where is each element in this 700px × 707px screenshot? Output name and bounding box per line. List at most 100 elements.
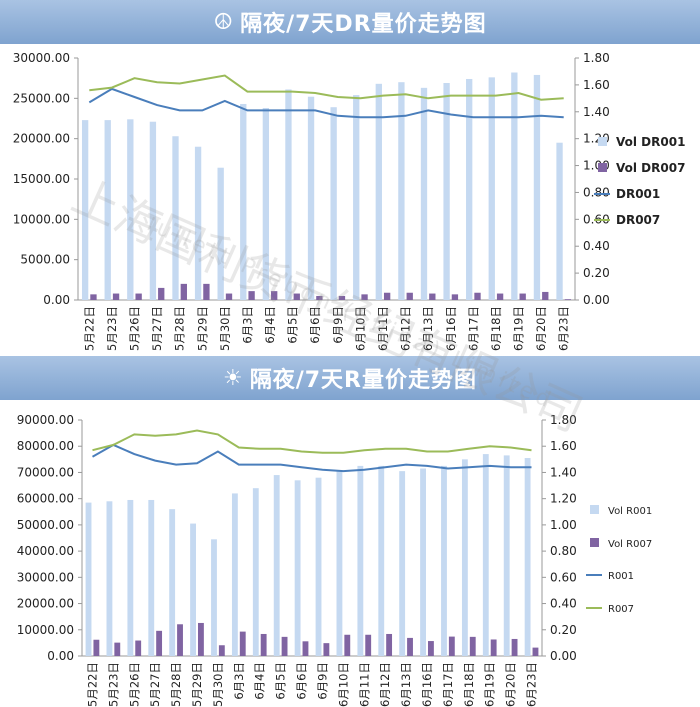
bar-vol-dr007 [406, 292, 413, 300]
y-left-tick-label: 0.00 [43, 293, 70, 307]
r-chart-svg: 0.00 10000.00 20000.00 30000.00 40000.00 5000… [17, 413, 652, 707]
x-tick-label: 5月26日 [127, 306, 141, 351]
y-right-tick-label: 0.20 [550, 623, 577, 637]
bar-vol-r007 [281, 636, 288, 656]
y-right-tick-label: 0.80 [550, 544, 577, 558]
bar-vol-dr007 [316, 295, 323, 300]
bar-vol-dr001 [353, 95, 360, 301]
bar-vol-dr007 [135, 293, 142, 300]
bar-vol-r001 [273, 475, 280, 656]
bar-vol-dr007 [519, 293, 526, 300]
legend-label: Vol R001 [608, 506, 652, 517]
x-tick-label: 6月17日 [466, 306, 480, 351]
bar-vol-dr001 [240, 103, 247, 300]
y-left-tick-label: 20000.00 [17, 597, 74, 611]
legend-label: DR001 [616, 187, 660, 201]
bar-vol-r007 [469, 636, 476, 656]
bar-vol-r007 [532, 647, 539, 656]
chart-title: 隔夜/7天DR量价走势图 [240, 12, 487, 37]
x-tick-label: 6月3日 [232, 662, 246, 700]
bar-vol-dr001 [330, 107, 337, 300]
x-tick-label: 6月10日 [336, 662, 350, 707]
bar-vol-dr001 [172, 136, 179, 300]
peace-icon: ☮ [213, 9, 235, 35]
bar-vol-r007 [260, 633, 267, 656]
bar-vol-r001 [190, 523, 196, 656]
y-right-tick-label: 0.00 [550, 649, 577, 663]
y-left-tick-label: 20000.00 [13, 132, 70, 146]
x-tick-label: 5月27日 [148, 662, 162, 707]
x-tick-label: 6月17日 [441, 662, 455, 707]
bar-vol-r007 [448, 636, 455, 656]
bar-vol-r007 [323, 643, 330, 656]
y-right-tick-label: 1.60 [550, 439, 577, 453]
x-tick-label: 5月22日 [82, 306, 96, 351]
y-left-tick-label: 80000.00 [17, 439, 74, 453]
line-dr007 [89, 74, 564, 101]
line-r001 [92, 443, 532, 473]
x-tick-label: 6月20日 [534, 306, 548, 351]
bar-vol-dr007 [293, 293, 300, 300]
legend-label: DR007 [616, 213, 660, 227]
y-right-tick-label: 1.40 [550, 465, 577, 479]
legend-label: R001 [608, 571, 634, 582]
bar-vol-r007 [93, 639, 100, 656]
bar-vol-dr007 [90, 294, 97, 300]
x-tick-label: 6月18日 [489, 306, 503, 351]
bar-vol-r001 [461, 459, 468, 656]
bar-vol-r007 [511, 638, 518, 656]
x-tick-label: 6月11日 [376, 306, 390, 351]
legend-swatch [590, 538, 599, 547]
x-tick-label: 5月23日 [106, 662, 120, 707]
bar-vol-dr001 [466, 78, 473, 300]
bar-vol-dr001 [285, 89, 292, 301]
legend-label: Vol DR007 [616, 161, 685, 175]
y-left-tick-label: 15000.00 [13, 172, 70, 186]
bar-vol-r001 [252, 488, 259, 656]
x-tick-label: 5月30日 [218, 306, 232, 351]
y-left-tick-label: 25000.00 [13, 91, 70, 105]
y-left-tick-label: 10000.00 [17, 623, 74, 637]
bar-vol-dr007 [271, 291, 278, 300]
bar-vol-dr001 [420, 87, 428, 300]
y-right-tick-label: 1.40 [583, 105, 610, 119]
bar-vol-dr007 [542, 291, 549, 300]
y-right-tick-label: 0.80 [583, 185, 610, 199]
bar-vol-r007 [302, 641, 309, 656]
x-tick-label: 5月27日 [150, 306, 164, 351]
chart-title-band: ☀ 隔夜/7天R量价走势图 [0, 356, 700, 400]
bar-vol-dr007 [564, 299, 572, 300]
y-right-tick-label: 1.00 [550, 518, 577, 532]
x-tick-label: 6月3日 [240, 306, 254, 344]
x-tick-label: 6月13日 [421, 306, 435, 351]
y-right-tick-label: 1.80 [583, 51, 610, 65]
legend-label: R007 [608, 604, 634, 615]
bar-vol-dr007 [338, 295, 346, 300]
x-tick-label: 5月29日 [195, 306, 209, 351]
x-tick-label: 6月11日 [357, 662, 371, 707]
bar-vol-dr001 [81, 120, 89, 300]
x-tick-label: 6月6日 [308, 306, 322, 344]
bar-vol-r001 [106, 501, 113, 656]
y-right-tick-label: 0.00 [583, 293, 610, 307]
bar-vol-r001 [378, 465, 385, 656]
x-tick-label: 6月23日 [525, 662, 539, 707]
bar-vol-dr007 [474, 292, 481, 300]
y-right-tick-label: 0.40 [550, 597, 577, 611]
bar-vol-dr007 [496, 293, 504, 300]
bar-vol-dr001 [488, 77, 495, 300]
bar-vol-r001 [231, 493, 238, 656]
bar-vol-r001 [169, 509, 176, 656]
bar-vol-r007 [198, 622, 204, 656]
y-left-tick-label: 5000.00 [20, 253, 70, 267]
y-right-tick-label: 0.40 [583, 239, 610, 253]
chart-title: 隔夜/7天R量价走势图 [249, 368, 478, 393]
x-tick-label: 6月9日 [331, 306, 345, 344]
x-tick-label: 6月18日 [462, 662, 476, 707]
x-tick-label: 5月26日 [127, 662, 141, 707]
x-tick-label: 5月22日 [85, 662, 99, 707]
x-tick-label: 5月29日 [190, 662, 204, 707]
legend-swatch [590, 505, 599, 514]
bar-vol-dr007 [203, 283, 210, 300]
x-tick-label: 6月6日 [295, 662, 309, 700]
